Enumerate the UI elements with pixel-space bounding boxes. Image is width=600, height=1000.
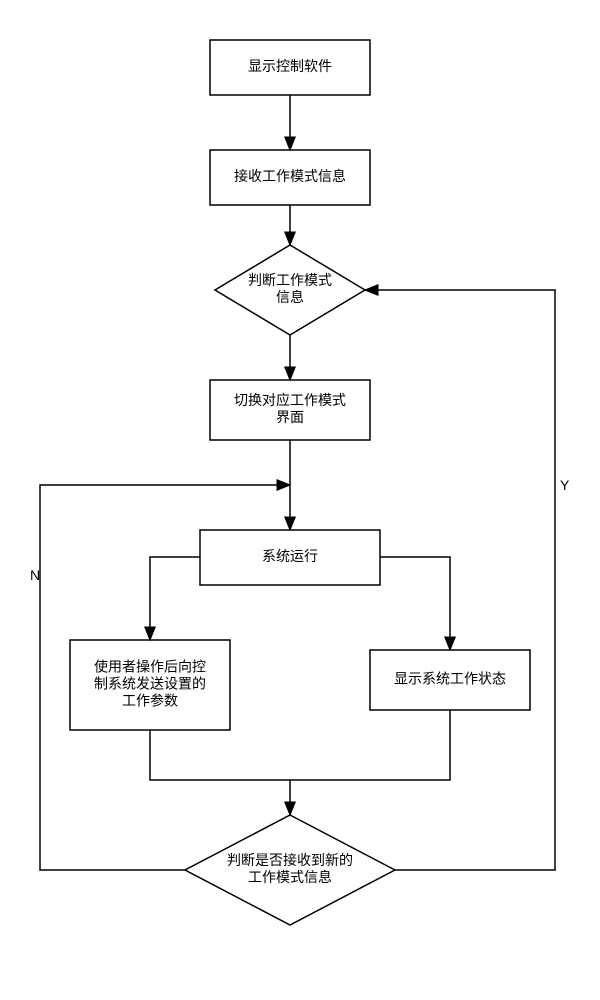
node-text: 显示系统工作状态 <box>394 671 506 687</box>
nodes-layer: 显示控制软件接收工作模式信息判断工作模式信息切换对应工作模式界面系统运行使用者操… <box>70 40 530 925</box>
node-text: 信息 <box>276 289 304 305</box>
node-text: 显示控制软件 <box>248 58 332 74</box>
edge <box>365 290 555 870</box>
node-n8: 判断是否接收到新的工作模式信息 <box>185 815 395 925</box>
node-n7: 显示系统工作状态 <box>370 650 530 710</box>
node-n6: 使用者操作后向控制系统发送设置的工作参数 <box>70 640 230 730</box>
node-text: 制系统发送设置的 <box>94 676 206 692</box>
node-n5: 系统运行 <box>200 530 380 585</box>
node-n2: 接收工作模式信息 <box>210 150 370 205</box>
node-text: 接收工作模式信息 <box>234 168 346 184</box>
edges-layer <box>40 95 555 870</box>
node-n4: 切换对应工作模式界面 <box>210 380 370 440</box>
node-text: 判断是否接收到新的 <box>227 852 353 868</box>
node-text: 判断工作模式 <box>248 272 332 288</box>
node-n3: 判断工作模式信息 <box>215 245 365 335</box>
edge <box>290 710 450 780</box>
node-text: 系统运行 <box>262 548 318 564</box>
node-text: 界面 <box>276 409 304 425</box>
node-n1: 显示控制软件 <box>210 40 370 95</box>
edge <box>150 557 200 640</box>
node-text: 工作模式信息 <box>248 869 332 885</box>
node-text: 切换对应工作模式 <box>234 392 346 408</box>
edge-label: N <box>30 567 40 583</box>
node-text: 工作参数 <box>122 693 178 709</box>
edge <box>380 557 450 650</box>
node-text: 使用者操作后向控 <box>94 659 206 675</box>
edge <box>150 730 290 780</box>
edge-label: Y <box>560 477 570 493</box>
